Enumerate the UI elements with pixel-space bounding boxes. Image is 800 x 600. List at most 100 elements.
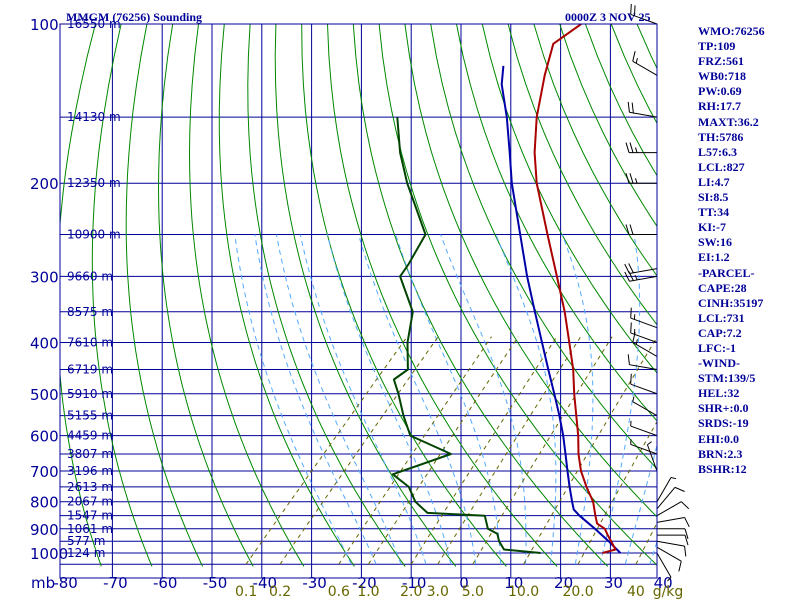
dry-adiabat (188, 24, 305, 567)
parcel-path-line (500, 65, 622, 554)
index-item: LCL:827 (698, 159, 745, 174)
temperature-tick-label: -70 (103, 574, 128, 592)
index-item: SW:16 (698, 235, 733, 250)
mixing-ratio-label: 0.6 (328, 584, 350, 600)
dry-adiabat (533, 24, 657, 277)
dry-adiabat (352, 24, 609, 567)
height-label: 2613 m (67, 480, 113, 494)
wind-barb-flag (670, 476, 677, 480)
dry-adiabat (125, 24, 204, 567)
index-item: STM:139/5 (698, 371, 756, 386)
moist-adiabats (234, 234, 657, 565)
wind-barb (656, 546, 682, 562)
wind-barb-flag (684, 546, 687, 557)
height-label: 5155 m (67, 409, 113, 423)
index-item: BRN:2.3 (698, 446, 743, 461)
wind-barb-flag (624, 263, 630, 274)
wind-barb-flag (684, 528, 689, 539)
wind-barb-flag (628, 263, 634, 274)
wind-barb-flag (630, 373, 632, 385)
dry-adiabats (60, 24, 657, 567)
index-item: RH:17.7 (698, 99, 741, 114)
index-item: SI:8.5 (698, 190, 729, 205)
index-item: WB0:718 (698, 69, 746, 84)
index-item: L57:6.3 (698, 144, 737, 159)
index-item: WMO:76256 (698, 24, 765, 38)
mixing-ratio-label: 0.1 (235, 584, 257, 600)
pressure-tick-label: 200 (30, 175, 59, 193)
height-label: 6719 m (67, 363, 113, 377)
dry-adiabat (247, 24, 406, 567)
index-item: CINH:35197 (698, 295, 764, 310)
index-item: PW:0.69 (698, 84, 742, 99)
plot-frame (59, 23, 658, 579)
pressure-tick-label: 800 (30, 494, 59, 512)
wind-barb-flag (624, 271, 630, 282)
pressure-tick-label: 600 (30, 428, 59, 446)
wind-barb-flag (647, 441, 652, 446)
temperature-line (533, 24, 617, 554)
index-item: CAPE:28 (698, 280, 747, 295)
dry-adiabat (157, 24, 254, 567)
wind-barb (632, 401, 658, 417)
dry-adiabat (91, 24, 153, 567)
index-item: LCL:731 (698, 310, 745, 325)
height-label: 14130 m (67, 110, 121, 124)
index-item: FRZ:561 (698, 54, 744, 69)
wind-barb (656, 552, 672, 578)
wind-barb-flag (625, 224, 630, 235)
mixing-ratio-line (279, 336, 439, 565)
index-item: LI:4.7 (698, 174, 730, 189)
temperature-tick-label: 30 (604, 574, 623, 592)
wind-barb-flag (633, 5, 636, 16)
wind-barb-flag (680, 501, 690, 510)
mixing-ratio-label: 40 (627, 584, 645, 600)
height-label: 3196 m (67, 464, 113, 478)
index-item: TP:109 (698, 39, 736, 54)
sounding-profiles (391, 24, 622, 554)
wind-barb-flag (634, 274, 638, 281)
index-item: EI:1.2 (698, 250, 730, 265)
pressure-tick-label: 700 (30, 463, 59, 481)
wind-barb-flag (635, 339, 638, 345)
wind-barb (630, 13, 658, 25)
wind-barb-flag (625, 173, 630, 184)
pressure-tick-label: 100 (30, 16, 59, 34)
wind-barb (656, 477, 672, 502)
mixing-ratio-line (410, 336, 558, 565)
index-item: SHR+:0.0 (698, 401, 749, 416)
valid-time: 0000Z 3 NOV 25 (565, 10, 651, 24)
wind-barb-flag (630, 3, 632, 15)
height-label: 124 m (67, 546, 105, 560)
height-label: 7610 m (67, 335, 113, 349)
dry-adiabat (60, 24, 102, 567)
wind-barb-flag (635, 178, 638, 184)
mixing-ratio-line (245, 336, 408, 565)
wind-barb (630, 425, 658, 437)
pressure-tick-label: 500 (30, 386, 59, 404)
height-label: 4459 m (67, 429, 113, 443)
index-item: TT:34 (698, 205, 730, 220)
wind-barb (629, 111, 658, 118)
wind-barb-flag (630, 322, 632, 333)
index-item: EHI:0.0 (698, 431, 740, 446)
pressure-tick-label: 1000 (30, 545, 68, 563)
dry-adiabat (481, 24, 657, 374)
wind-barb-flag (632, 50, 636, 62)
wind-barb-flag (630, 307, 632, 319)
moist-adiabat (599, 234, 641, 565)
wind-barb-flag (667, 576, 672, 582)
moist-adiabat (358, 234, 477, 565)
moist-adiabat (395, 234, 502, 565)
station-title: MMGM (76256) Sounding (66, 10, 203, 24)
dry-adiabat (507, 24, 657, 326)
height-label: 577 m (67, 534, 105, 548)
wind-barb-flag (678, 561, 682, 572)
wind-barb-flag (631, 102, 634, 114)
mixing-ratio-label: 10.0 (508, 584, 539, 600)
index-item: HEL:32 (698, 386, 740, 401)
mixing-ratio-label: 0.2 (269, 584, 291, 600)
height-label: 9660 m (67, 269, 113, 283)
mixing-ratio-label: 3.0 (427, 584, 449, 600)
height-label: 5910 m (67, 387, 113, 401)
